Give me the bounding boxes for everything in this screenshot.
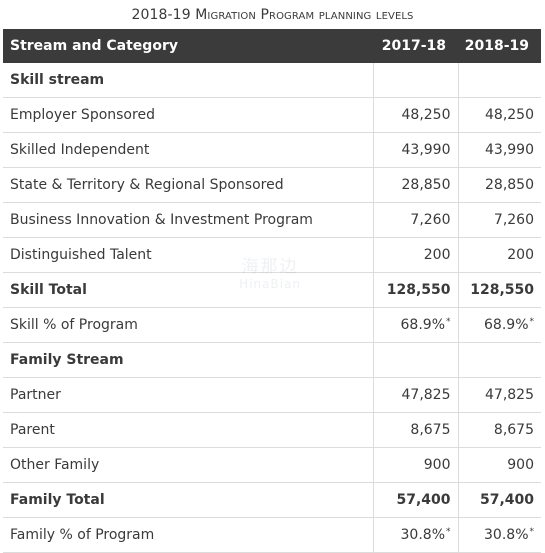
cell-2017-18: 57,400 xyxy=(372,482,458,518)
table-row: Parent 8,675 8,675 xyxy=(3,412,541,448)
cell-value: 7,260 xyxy=(493,212,534,228)
section-row: Family Stream xyxy=(3,342,541,378)
cell-2017-18: 47,825 xyxy=(372,377,458,413)
table-row: State & Territory & Regional Sponsored 28… xyxy=(3,167,541,203)
caption-title: Migration Program planning levels xyxy=(195,7,414,23)
cell-2017-18: 8,675 xyxy=(372,412,458,448)
total-row: Skill Total 128,550 128,550 xyxy=(3,272,541,308)
row-label: State & Territory & Regional Sponsored xyxy=(3,167,373,203)
cell-value: 43,990 xyxy=(485,142,534,158)
row-label: Distinguished Talent xyxy=(3,237,373,273)
table-row: Employer Sponsored 48,250 48,250 xyxy=(3,97,541,133)
cell-2017-18 xyxy=(372,63,458,98)
cell-2018-19: 28,850 xyxy=(457,167,541,203)
cell-value: 30.8% xyxy=(400,527,445,543)
cell-value: 57,400 xyxy=(396,492,451,508)
cell-value: 200 xyxy=(423,247,451,263)
row-label: Skill % of Program xyxy=(3,307,373,343)
cell-2018-19: 47,825 xyxy=(457,377,541,413)
cell-2017-18: 48,250 xyxy=(372,97,458,133)
cell-value: 8,675 xyxy=(410,422,451,438)
planning-levels-table: Stream and Category 2017-18 2018-19 Skil… xyxy=(3,29,541,553)
table-body: Skill stream Employer Sponsored 48,250 48,2… xyxy=(3,63,541,553)
cell-2018-19: 8,675 xyxy=(457,412,541,448)
header-2017-18: 2017-18 xyxy=(373,29,458,63)
cell-2017-18 xyxy=(372,342,458,378)
row-label: Skill stream xyxy=(3,63,373,98)
cell-value: 57,400 xyxy=(479,492,534,508)
cell-2017-18: 7,260 xyxy=(372,202,458,238)
cell-value: 68.9% xyxy=(484,317,529,333)
cell-value: 900 xyxy=(507,457,534,473)
cell-2018-19: 200 xyxy=(457,237,541,273)
cell-value: 47,825 xyxy=(485,387,534,403)
cell-value: 8,675 xyxy=(493,422,534,438)
row-label: Skilled Independent xyxy=(3,132,373,168)
cell-value: 28,850 xyxy=(401,177,451,193)
footnote-marker: * xyxy=(529,317,535,327)
cell-2017-18: 43,990 xyxy=(372,132,458,168)
cell-2018-19: 43,990 xyxy=(457,132,541,168)
row-label: Family Total xyxy=(3,482,373,518)
cell-value: 28,850 xyxy=(485,177,534,193)
cell-2017-18: 200 xyxy=(372,237,458,273)
row-label: Partner xyxy=(3,377,373,413)
header-stream-category: Stream and Category xyxy=(3,29,373,63)
row-label: Skill Total xyxy=(3,272,373,308)
header-2018-19: 2018-19 xyxy=(458,29,541,63)
table-row: Business Innovation & Investment Program… xyxy=(3,202,541,238)
cell-2017-18: 128,550 xyxy=(372,272,458,308)
cell-2018-19: 7,260 xyxy=(457,202,541,238)
cell-value: 128,550 xyxy=(470,282,534,298)
table-header-row: Stream and Category 2017-18 2018-19 xyxy=(3,29,541,63)
cell-2018-19: 900 xyxy=(457,447,541,483)
cell-2017-18: 30.8%* xyxy=(372,517,458,553)
cell-value: 30.8% xyxy=(484,527,529,543)
table-caption: 2018-19 Migration Program planning level… xyxy=(0,0,545,28)
footnote-marker: * xyxy=(446,317,451,327)
cell-value: 43,990 xyxy=(401,142,451,158)
table-row: Partner 47,825 47,825 xyxy=(3,377,541,413)
cell-2017-18: 28,850 xyxy=(372,167,458,203)
total-row: Family Total 57,400 57,400 xyxy=(3,482,541,518)
cell-value: 900 xyxy=(423,457,451,473)
cell-2018-19: 57,400 xyxy=(457,482,541,518)
cell-value: 7,260 xyxy=(410,212,451,228)
table-row: Distinguished Talent 200 200 xyxy=(3,237,541,273)
section-row: Skill stream xyxy=(3,63,541,98)
cell-2018-19: 30.8%* xyxy=(457,517,541,553)
table-row: Other Family 900 900 xyxy=(3,447,541,483)
table-row: Family % of Program 30.8%* 30.8%* xyxy=(3,517,541,553)
cell-2018-19: 48,250 xyxy=(457,97,541,133)
cell-2018-19 xyxy=(457,63,541,98)
row-label: Employer Sponsored xyxy=(3,97,373,133)
cell-value: 48,250 xyxy=(401,107,451,123)
cell-2017-18: 68.9%* xyxy=(372,307,458,343)
row-label: Family Stream xyxy=(3,342,373,378)
cell-value: 68.9% xyxy=(400,317,445,333)
cell-2018-19: 68.9%* xyxy=(457,307,541,343)
row-label: Parent xyxy=(3,412,373,448)
cell-value: 128,550 xyxy=(386,282,451,298)
cell-2018-19: 128,550 xyxy=(457,272,541,308)
table-row: Skilled Independent 43,990 43,990 xyxy=(3,132,541,168)
footnote-marker: * xyxy=(446,527,451,537)
cell-2017-18: 900 xyxy=(372,447,458,483)
footnote-marker: * xyxy=(529,527,535,537)
cell-value: 48,250 xyxy=(485,107,534,123)
cell-value: 200 xyxy=(507,247,534,263)
cell-value: 47,825 xyxy=(401,387,451,403)
cell-2018-19 xyxy=(457,342,541,378)
caption-year: 2018-19 xyxy=(131,7,196,23)
row-label: Other Family xyxy=(3,447,373,483)
row-label: Family % of Program xyxy=(3,517,373,553)
table-row: Skill % of Program 68.9%* 68.9%* xyxy=(3,307,541,343)
row-label: Business Innovation & Investment Program xyxy=(3,202,373,238)
